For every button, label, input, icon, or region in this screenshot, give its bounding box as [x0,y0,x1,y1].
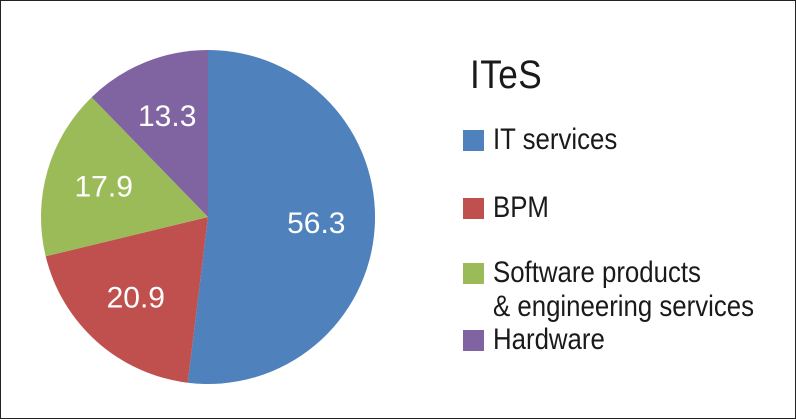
legend-item-hardware: Hardware [463,323,623,357]
data-label-it-services: 56.3 [287,207,345,240]
legend-swatch-bpm [463,198,484,219]
legend-label-it-services: IT services [493,123,618,156]
pie-slice-it-services [187,49,376,385]
legend-swatch-it-services [463,130,484,151]
legend-label-software-products: Software products & engineering services [493,256,755,323]
data-label-software-products: 17.9 [75,170,133,203]
pie-slice-bpm [45,217,208,383]
data-label-hardware: 13.3 [138,100,196,133]
legend-swatch-hardware [463,330,484,351]
legend-item-bpm: BPM [463,191,558,225]
legend-label-bpm: BPM [493,191,549,224]
legend-item-it-services: IT services [463,123,637,157]
legend-label-hardware: Hardware [493,323,605,356]
pie-slice-hardware [91,50,208,217]
data-label-bpm: 20.9 [107,282,165,315]
legend-swatch-software-products [463,263,484,284]
pie-slice-software-products [40,97,208,257]
legend-item-software-products: Software products & engineering services [463,256,796,324]
legend-title: ITeS [470,53,543,97]
